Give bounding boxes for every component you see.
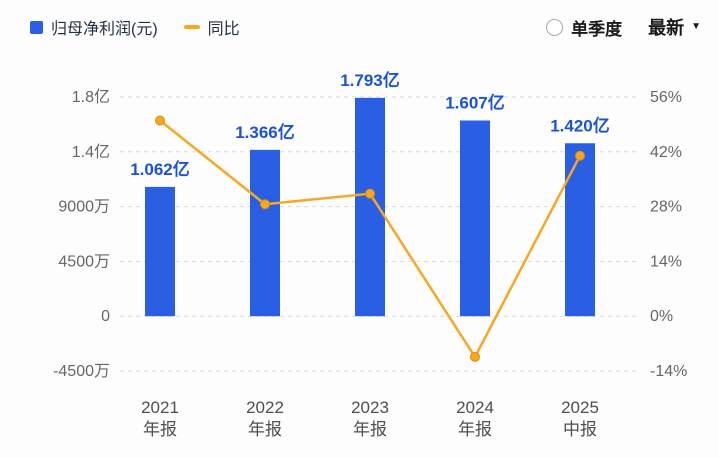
net-profit-bar[interactable] xyxy=(355,97,385,317)
bar-value-label: 1.366亿 xyxy=(235,122,295,142)
y-axis-left-label: -4500万 xyxy=(53,363,110,380)
net-profit-swatch-icon xyxy=(30,20,43,34)
legend-yoy-label: 同比 xyxy=(207,21,240,38)
single-quarter-label: 单季度 xyxy=(571,19,623,39)
yoy-point[interactable] xyxy=(575,150,585,161)
chart-header: 归母净利润(元) 同比 单季度 最新 ▼ xyxy=(30,14,701,40)
yoy-swatch-icon xyxy=(183,25,200,29)
y-axis-left-label: 1.4亿 xyxy=(72,143,110,161)
y-axis-left-label: 1.8亿 xyxy=(72,88,110,106)
period-dropdown[interactable]: 最新 ▼ xyxy=(648,14,701,40)
legend-net-profit: 归母净利润(元) xyxy=(30,15,158,39)
chart-legend: 归母净利润(元) 同比 xyxy=(30,15,240,39)
bar-value-label: 1.793亿 xyxy=(340,70,400,90)
y-axis-right-label: 14% xyxy=(650,253,682,270)
net-profit-bar[interactable] xyxy=(460,120,490,317)
net-profit-bar[interactable] xyxy=(145,186,175,317)
chevron-down-icon: ▼ xyxy=(691,21,701,32)
period-dropdown-label: 最新 xyxy=(648,18,685,38)
yoy-point[interactable] xyxy=(470,351,480,362)
y-axis-left-label: 0 xyxy=(101,308,110,325)
chart-controls: 单季度 最新 ▼ xyxy=(546,14,701,40)
y-axis-left-label: 4500万 xyxy=(58,253,110,270)
bar-value-label: 1.062亿 xyxy=(130,159,190,179)
yoy-point[interactable] xyxy=(155,115,165,126)
x-axis-label: 2022 年报 xyxy=(246,398,284,439)
bar-value-label: 1.607亿 xyxy=(445,93,505,113)
y-axis-right-label: 0% xyxy=(650,308,673,325)
bar-value-label: 1.420亿 xyxy=(550,115,610,135)
y-axis-right-label: -14% xyxy=(650,363,687,380)
y-axis-right-label: 56% xyxy=(650,89,682,106)
net-profit-bar[interactable] xyxy=(250,149,280,317)
yoy-point[interactable] xyxy=(365,188,375,199)
y-axis-left-label: 9000万 xyxy=(58,199,110,216)
single-quarter-toggle[interactable]: 单季度 xyxy=(546,15,622,40)
net-profit-bar[interactable] xyxy=(565,143,595,317)
x-axis-label: 2021 年报 xyxy=(141,398,179,439)
x-axis-label: 2024 年报 xyxy=(456,398,494,439)
x-axis-label: 2023 年报 xyxy=(351,398,389,439)
yoy-point[interactable] xyxy=(260,199,270,210)
legend-yoy: 同比 xyxy=(183,15,240,39)
legend-net-profit-label: 归母净利润(元) xyxy=(51,21,158,38)
y-axis-right-label: 28% xyxy=(650,199,682,216)
x-axis-label: 2025 中报 xyxy=(561,398,599,439)
radio-circle-icon[interactable] xyxy=(546,18,564,36)
y-axis-right-label: 42% xyxy=(650,144,682,161)
